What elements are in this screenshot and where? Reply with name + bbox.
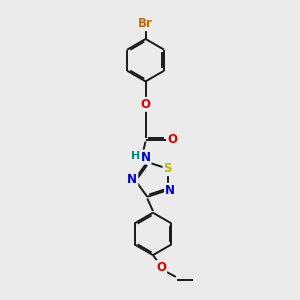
Text: Br: Br bbox=[138, 17, 153, 30]
Text: O: O bbox=[156, 261, 166, 274]
Text: H: H bbox=[131, 151, 140, 161]
Text: S: S bbox=[164, 162, 172, 175]
Text: N: N bbox=[127, 173, 137, 186]
Text: O: O bbox=[141, 98, 151, 111]
Text: N: N bbox=[141, 151, 151, 164]
Text: N: N bbox=[165, 184, 175, 197]
Text: O: O bbox=[167, 133, 177, 146]
